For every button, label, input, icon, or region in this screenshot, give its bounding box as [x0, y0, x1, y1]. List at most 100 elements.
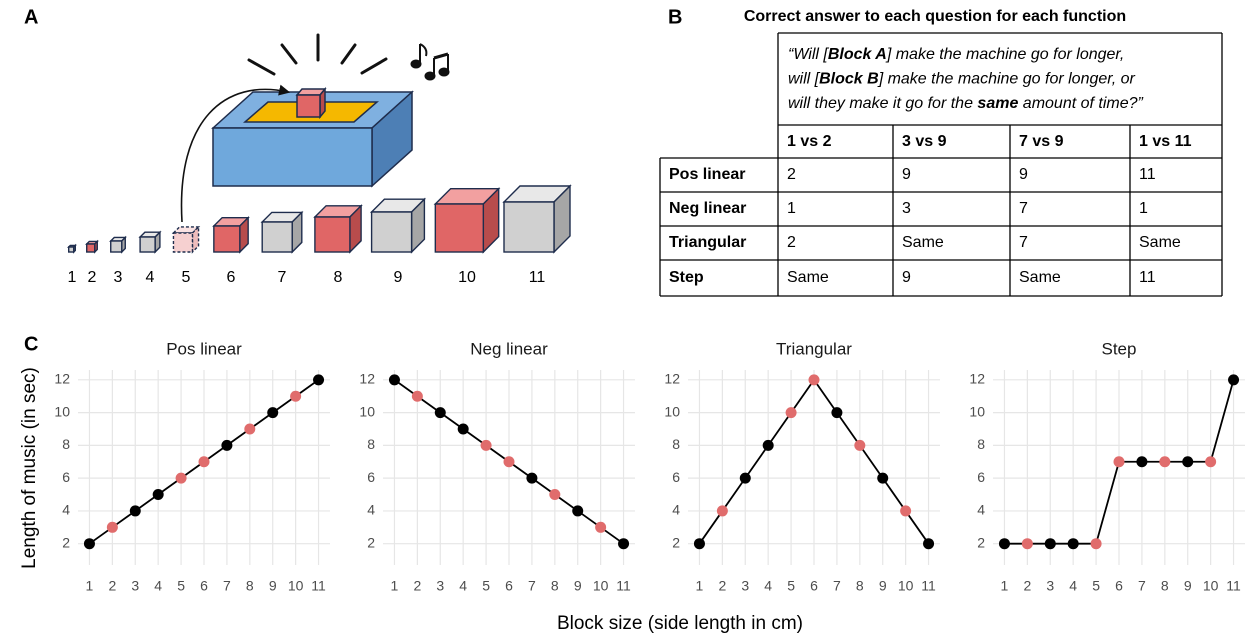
x-tick-label: 10: [593, 578, 609, 594]
block-front: [173, 233, 192, 252]
y-tick-label: 10: [54, 403, 70, 419]
x-tick-label: 10: [1203, 578, 1219, 594]
question-text: will [Block B] make the machine go for l…: [788, 71, 1136, 88]
x-tick-label: 1: [391, 578, 399, 594]
chart-title: Step: [1102, 339, 1137, 358]
y-tick-label: 10: [969, 403, 985, 419]
x-tick-label: 11: [1226, 578, 1241, 594]
data-point: [199, 456, 210, 467]
y-tick-label: 12: [664, 371, 680, 387]
x-tick-label: 8: [246, 578, 254, 594]
x-tick-label: 10: [898, 578, 914, 594]
block-label: 2: [88, 269, 97, 286]
x-tick-label: 4: [1069, 578, 1077, 594]
table-cell: Same: [1139, 234, 1181, 251]
data-point: [435, 407, 446, 418]
data-point: [290, 391, 301, 402]
y-tick-label: 12: [359, 371, 375, 387]
data-point: [572, 505, 583, 516]
data-point: [267, 407, 278, 418]
question-segment: ] make the machine go for longer, or: [877, 71, 1136, 88]
row-header: Step: [669, 269, 704, 286]
panel-label: B: [668, 6, 682, 28]
x-tick-label: 6: [505, 578, 513, 594]
data-point: [1068, 538, 1079, 549]
y-tick-label: 6: [672, 469, 680, 485]
block-front: [87, 244, 95, 252]
block-label: 3: [114, 269, 123, 286]
x-tick-label: 4: [154, 578, 162, 594]
data-point: [595, 522, 606, 533]
row-header: Neg linear: [669, 200, 746, 217]
question-segment: same: [977, 95, 1018, 112]
row-header: Triangular: [669, 234, 746, 251]
block-front: [315, 217, 350, 252]
x-tick-label: 7: [833, 578, 841, 594]
y-tick-label: 2: [672, 534, 680, 550]
data-point: [244, 423, 255, 434]
x-tick-label: 3: [741, 578, 749, 594]
question-segment: amount of time?”: [1018, 95, 1143, 112]
sound-burst: [249, 35, 386, 74]
y-tick-label: 6: [977, 469, 985, 485]
panel-label: C: [24, 333, 38, 355]
block-front: [372, 212, 412, 252]
data-point: [1136, 456, 1147, 467]
x-tick-label: 11: [616, 578, 631, 594]
x-tick-label: 5: [177, 578, 185, 594]
x-tick-label: 6: [200, 578, 208, 594]
x-tick-label: 4: [764, 578, 772, 594]
data-point: [153, 489, 164, 500]
x-tick-label: 7: [528, 578, 536, 594]
y-tick-label: 8: [977, 436, 985, 452]
data-point: [84, 538, 95, 549]
data-point: [313, 374, 324, 385]
data-point: [740, 473, 751, 484]
question-text: “Will [Block A] make the machine go for …: [788, 46, 1124, 63]
x-tick-label: 1: [696, 578, 704, 594]
table-cell: 11: [1139, 269, 1156, 286]
y-tick-label: 4: [977, 502, 985, 518]
question-segment: will [: [788, 71, 821, 88]
table-cell: 9: [902, 166, 911, 183]
x-tick-label: 6: [810, 578, 818, 594]
data-point: [923, 538, 934, 549]
x-tick-label: 6: [1115, 578, 1123, 594]
x-tick-label: 3: [1046, 578, 1054, 594]
x-tick-label: 5: [1092, 578, 1100, 594]
x-tick-label: 3: [436, 578, 444, 594]
question-segment: will they make it go for the: [788, 95, 977, 112]
table-cell: 7: [1019, 200, 1028, 217]
x-tick-label: 8: [1161, 578, 1169, 594]
block-label: 11: [529, 269, 546, 286]
data-point: [412, 391, 423, 402]
data-point: [1091, 538, 1102, 549]
y-tick-label: 4: [672, 502, 680, 518]
chart-title: Triangular: [776, 339, 852, 358]
x-tick-label: 10: [288, 578, 304, 594]
data-point: [1205, 456, 1216, 467]
music-note-icon: [411, 44, 449, 80]
y-tick-label: 6: [367, 469, 375, 485]
data-point: [854, 440, 865, 451]
block-front: [504, 202, 554, 252]
data-point: [618, 538, 629, 549]
x-tick-label: 9: [879, 578, 887, 594]
y-tick-label: 12: [54, 371, 70, 387]
table-cell: 9: [1019, 166, 1028, 183]
block-label: 10: [458, 269, 476, 286]
table-cell: Same: [902, 234, 944, 251]
block-label: 8: [334, 269, 343, 286]
x-tick-label: 11: [921, 578, 936, 594]
data-point: [389, 374, 400, 385]
question-segment: “Will [: [788, 46, 829, 63]
block-label: 6: [227, 269, 236, 286]
data-point: [763, 440, 774, 451]
y-tick-label: 10: [664, 403, 680, 419]
x-tick-label: 2: [718, 578, 726, 594]
x-tick-label: 9: [269, 578, 277, 594]
x-tick-label: 2: [413, 578, 421, 594]
table-cell: Same: [1019, 269, 1061, 286]
block-label: 5: [182, 269, 191, 286]
data-point: [130, 505, 141, 516]
